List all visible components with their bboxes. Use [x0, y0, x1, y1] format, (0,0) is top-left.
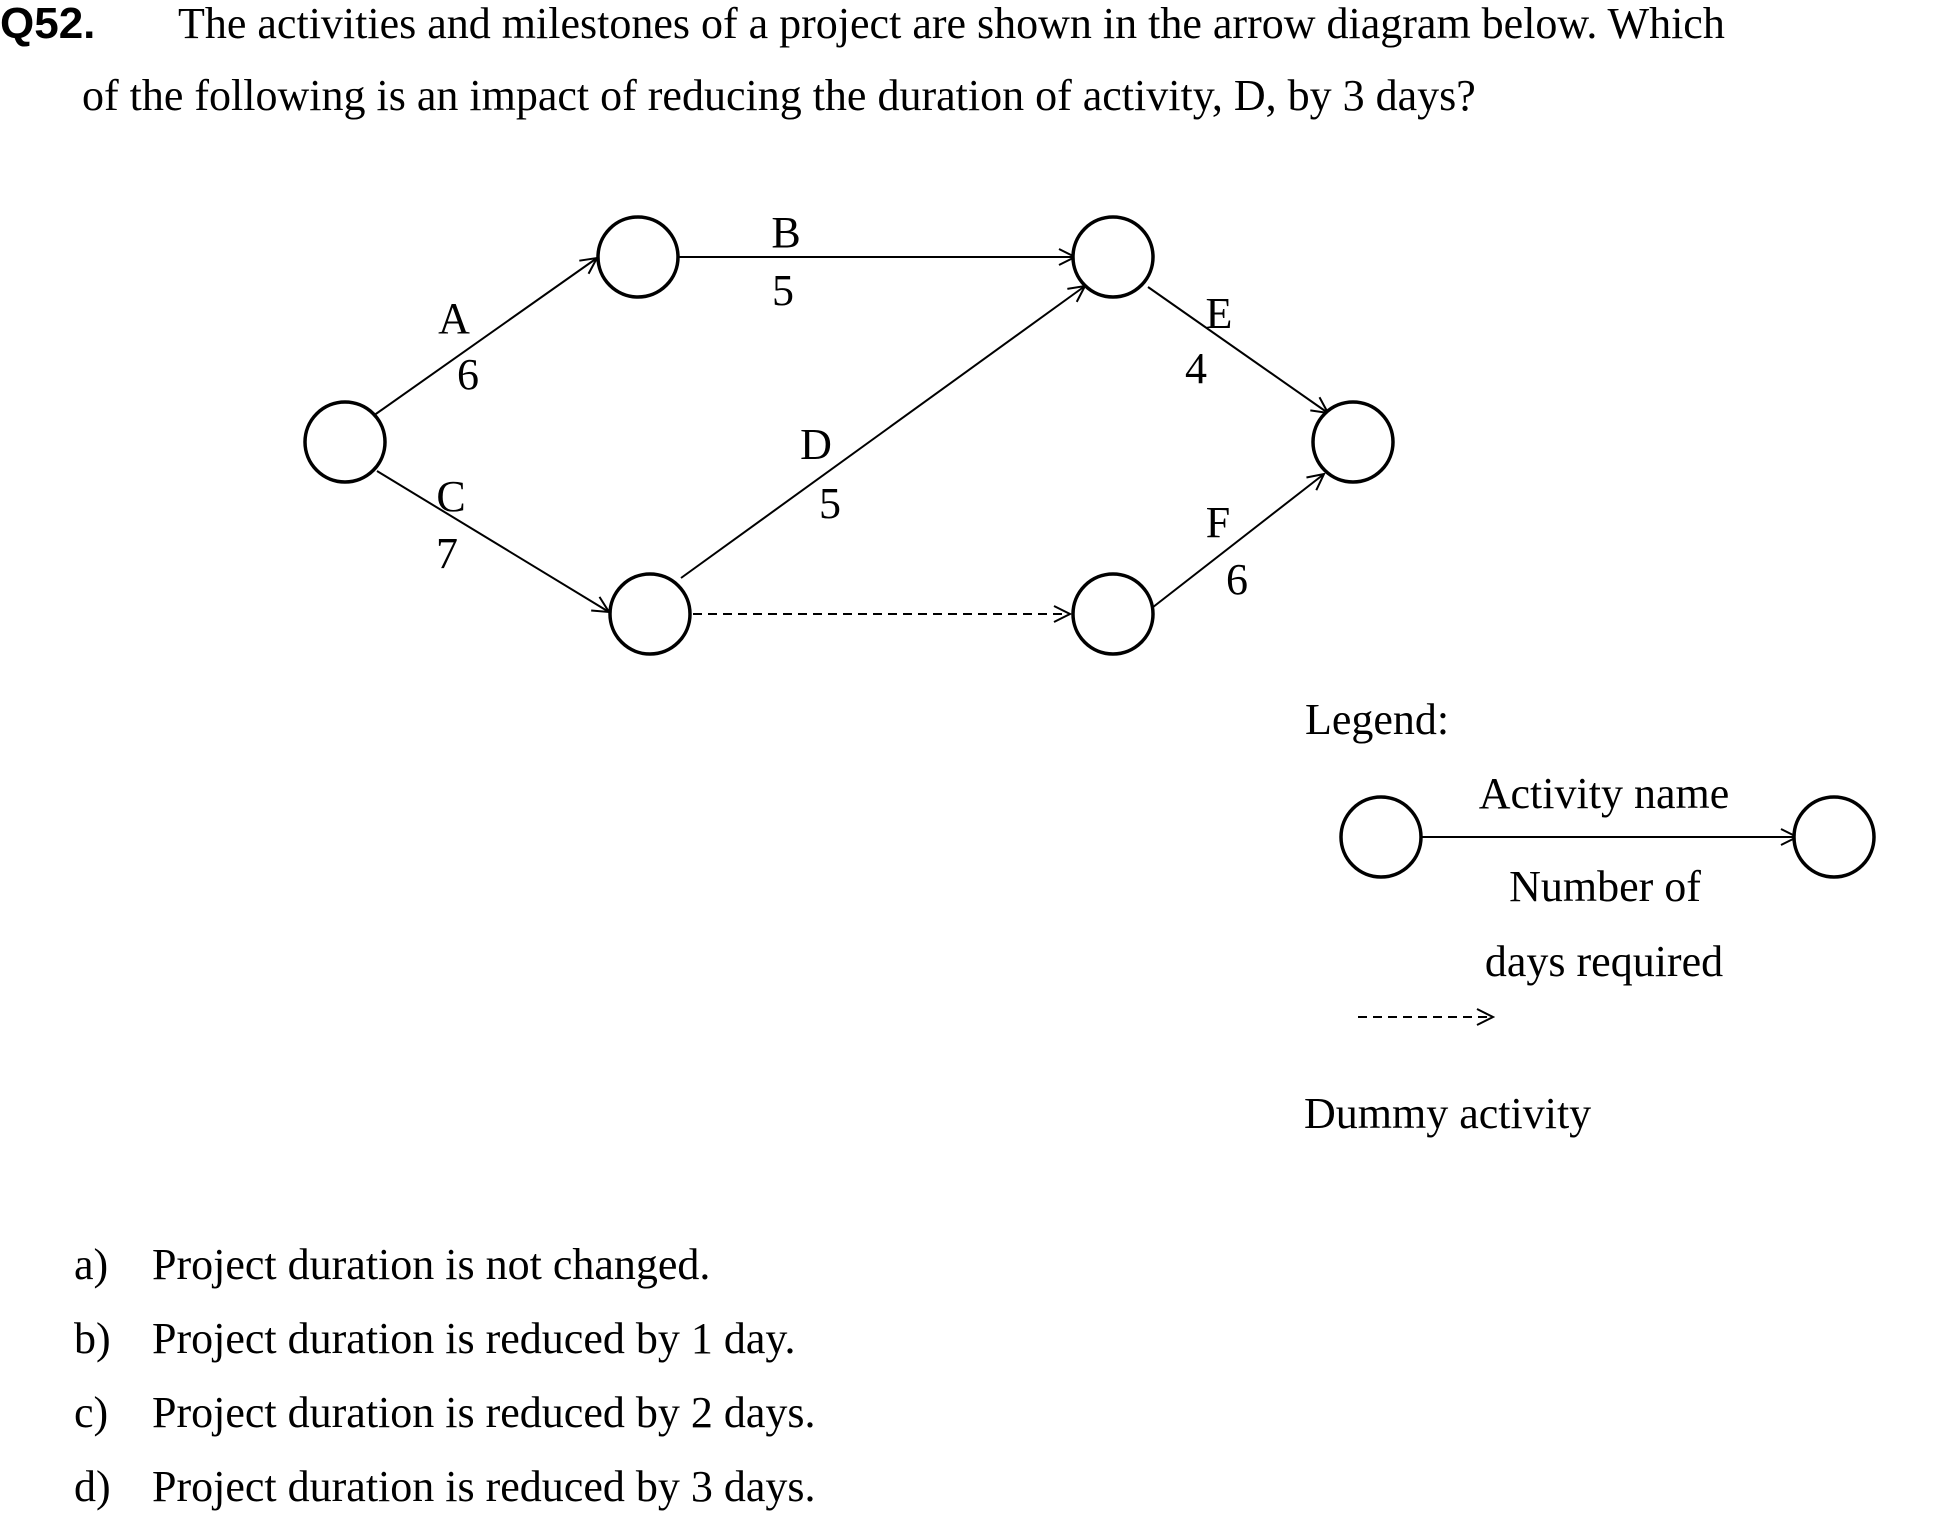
legend-activity-name-label: Activity name — [1479, 769, 1730, 818]
legend-dummy-label: Dummy activity — [1304, 1089, 1591, 1138]
milestone-node-2 — [596, 215, 680, 299]
activity-d-days: 5 — [819, 479, 841, 528]
activity-a-name: A — [438, 294, 470, 343]
milestone-node-3 — [1071, 215, 1155, 299]
activity-f-arrow — [1147, 474, 1324, 612]
option-text: Project duration is reduced by 1 day. — [152, 1314, 796, 1363]
milestone-node-6 — [1311, 400, 1395, 484]
answer-option-a[interactable]: a) Project duration is not changed. — [74, 1228, 816, 1302]
activity-d-name: D — [800, 420, 832, 469]
option-letter: b) — [74, 1314, 111, 1363]
answer-option-c[interactable]: c) Project duration is reduced by 2 days… — [74, 1376, 816, 1450]
milestone-node-5 — [1071, 572, 1155, 656]
activity-c-name: C — [436, 472, 465, 521]
answer-option-d[interactable]: d) Project duration is reduced by 3 days… — [74, 1450, 816, 1524]
activity-d-arrow — [680, 286, 1085, 579]
answer-option-b[interactable]: b) Project duration is reduced by 1 day. — [74, 1302, 816, 1376]
activity-b-days: 5 — [772, 266, 794, 315]
activity-e-days: 4 — [1185, 344, 1207, 393]
question-number: Q52. — [0, 0, 96, 48]
activity-c-arrow — [376, 470, 609, 612]
milestone-node-4 — [608, 572, 692, 656]
option-letter: c) — [74, 1388, 109, 1437]
option-text: Project duration is reduced by 2 days. — [152, 1388, 816, 1437]
activity-b-name: B — [771, 208, 800, 257]
question-text-line-2: of the following is an impact of reducin… — [82, 71, 1476, 120]
option-text: Project duration is reduced by 3 days. — [152, 1462, 816, 1511]
milestone-node-1 — [303, 400, 387, 484]
legend-title: Legend: — [1305, 695, 1449, 744]
activity-f-name: F — [1206, 498, 1230, 547]
activity-a-days: 6 — [457, 350, 479, 399]
option-letter: a) — [74, 1240, 109, 1289]
option-text: Project duration is not changed. — [152, 1240, 711, 1289]
legend-days-label-line-2: days required — [1485, 937, 1723, 986]
activity-f-days: 6 — [1226, 555, 1248, 604]
legend-start-node — [1339, 795, 1423, 879]
answer-options: a) Project duration is not changed. b) P… — [74, 1228, 816, 1524]
legend-days-label-line-1: Number of — [1509, 862, 1701, 911]
legend: Legend: Activity name Number of days req… — [1304, 695, 1876, 1138]
activity-a-arrow — [372, 258, 597, 417]
question-text-line-1: The activities and milestones of a proje… — [178, 0, 1725, 48]
option-letter: d) — [74, 1462, 111, 1511]
legend-end-node — [1792, 795, 1876, 879]
activity-e-name: E — [1206, 289, 1233, 338]
activity-c-days: 7 — [436, 529, 458, 578]
activity-e-arrow — [1147, 286, 1328, 413]
